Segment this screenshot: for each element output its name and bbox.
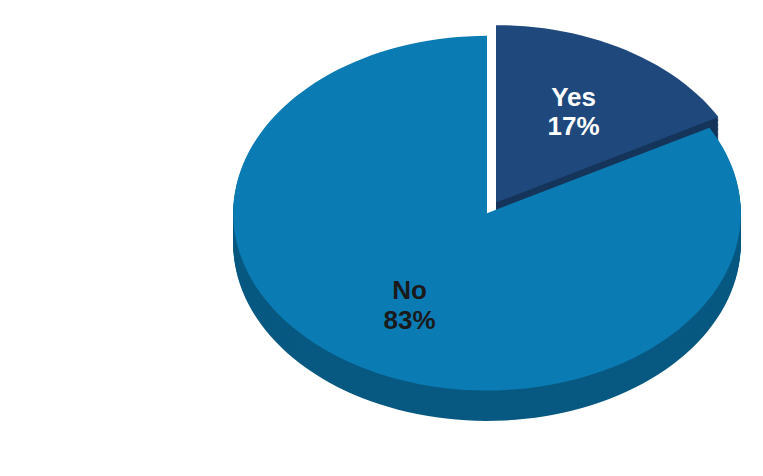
svg-text:No83%: No83% <box>383 275 435 335</box>
svg-text:Yes17%: Yes17% <box>548 82 600 142</box>
